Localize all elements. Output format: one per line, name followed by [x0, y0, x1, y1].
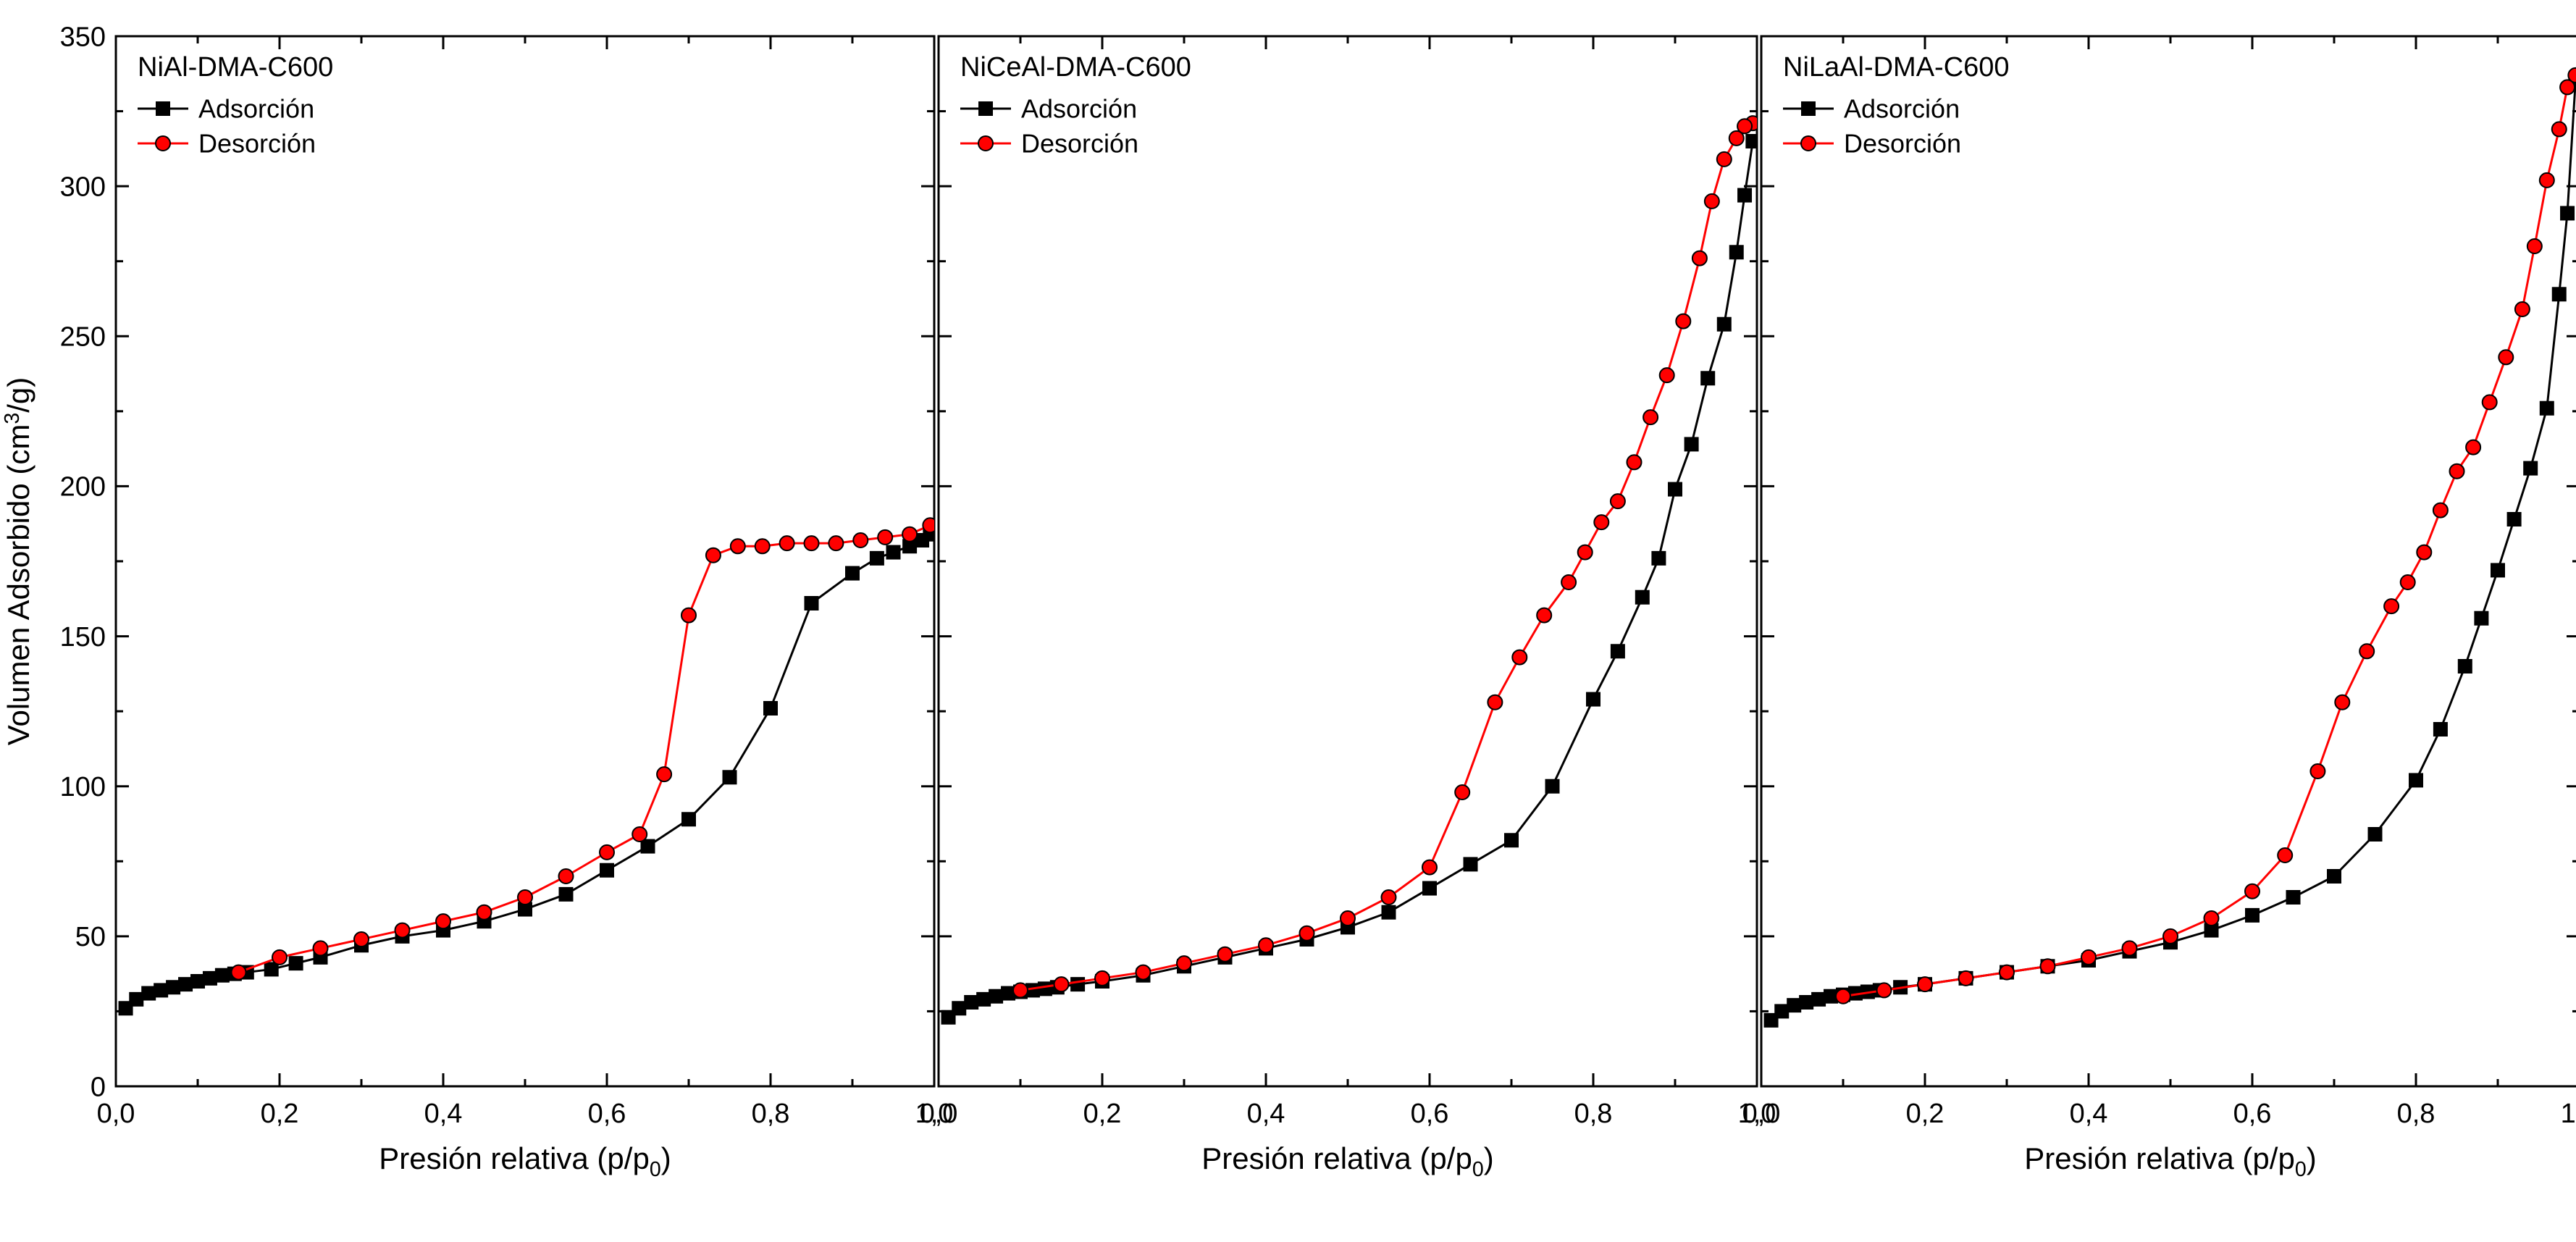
- x-tick-label: 0,8: [2397, 1099, 2436, 1129]
- x-tick-label: 0,4: [2070, 1099, 2108, 1129]
- panel-0: 0,00,20,40,60,81,0050100150200250300350P…: [60, 22, 954, 1181]
- y-tick-label: 0: [91, 1072, 106, 1102]
- panel-2: 0,0 0,2 0,4 0,6 0,8 1,0 Presión relativa (p/p0…: [1742, 36, 2576, 1181]
- legend-label-desorption: Desorción: [198, 129, 316, 159]
- x-tick-label: 0,6: [1411, 1099, 1449, 1129]
- legend-label-desorption: Desorción: [1844, 129, 1961, 159]
- x-tick-label: 1,0: [2561, 1099, 2576, 1129]
- y-tick-label: 200: [60, 472, 106, 503]
- panel-title: NiLaAl-DMA-C600: [1783, 52, 2010, 83]
- x-tick-label: 0,4: [1247, 1099, 1285, 1129]
- x-tick-label: 0,6: [588, 1099, 626, 1129]
- y-tick-label: 150: [60, 622, 106, 653]
- y-tick-label: 300: [60, 172, 106, 202]
- panel-title: NiCeAl-DMA-C600: [960, 52, 1191, 83]
- x-axis-label: Presión relativa (p/p0): [1201, 1141, 1493, 1181]
- x-tick-label: 0,0: [1742, 1099, 1781, 1129]
- x-axis-label: Presión relativa (p/p0): [2024, 1141, 2316, 1181]
- chart-container: Volumen Adsorbido (cm3/g) 0,0 0,2 0,4 0,6 0,8…: [0, 0, 2576, 1242]
- x-axis-label: Presión relativa (p/p0): [379, 1141, 671, 1181]
- y-tick-label: 50: [75, 922, 106, 952]
- panel-title: NiAl-DMA-C600: [138, 52, 333, 83]
- y-tick-label: 350: [60, 22, 106, 52]
- x-tick-label: 0,2: [1083, 1099, 1122, 1129]
- legend-label-desorption: Desorción: [1021, 129, 1138, 159]
- x-tick-label: 0,0: [97, 1099, 135, 1129]
- x-tick-label: 0,8: [752, 1099, 790, 1129]
- y-tick-label: 250: [60, 322, 106, 353]
- legend-label-adsorption: Adsorción: [198, 94, 314, 124]
- x-tick-label: 0,4: [424, 1099, 463, 1129]
- x-tick-label: 0,0: [920, 1099, 958, 1129]
- y-axis-label: Volumen Adsorbido (cm3/g): [1, 377, 35, 745]
- y-tick-label: 100: [60, 772, 106, 802]
- x-tick-label: 0,2: [1906, 1099, 1944, 1129]
- panel-1: 0,00,20,40,60,81,0Presión relativa (p/p0…: [920, 36, 1776, 1181]
- x-tick-label: 0,6: [2233, 1099, 2272, 1129]
- legend-label-adsorption: Adsorción: [1844, 94, 1960, 124]
- x-tick-label: 0,2: [261, 1099, 299, 1129]
- legend-label-adsorption: Adsorción: [1021, 94, 1137, 124]
- x-tick-label: 0,8: [1574, 1099, 1613, 1129]
